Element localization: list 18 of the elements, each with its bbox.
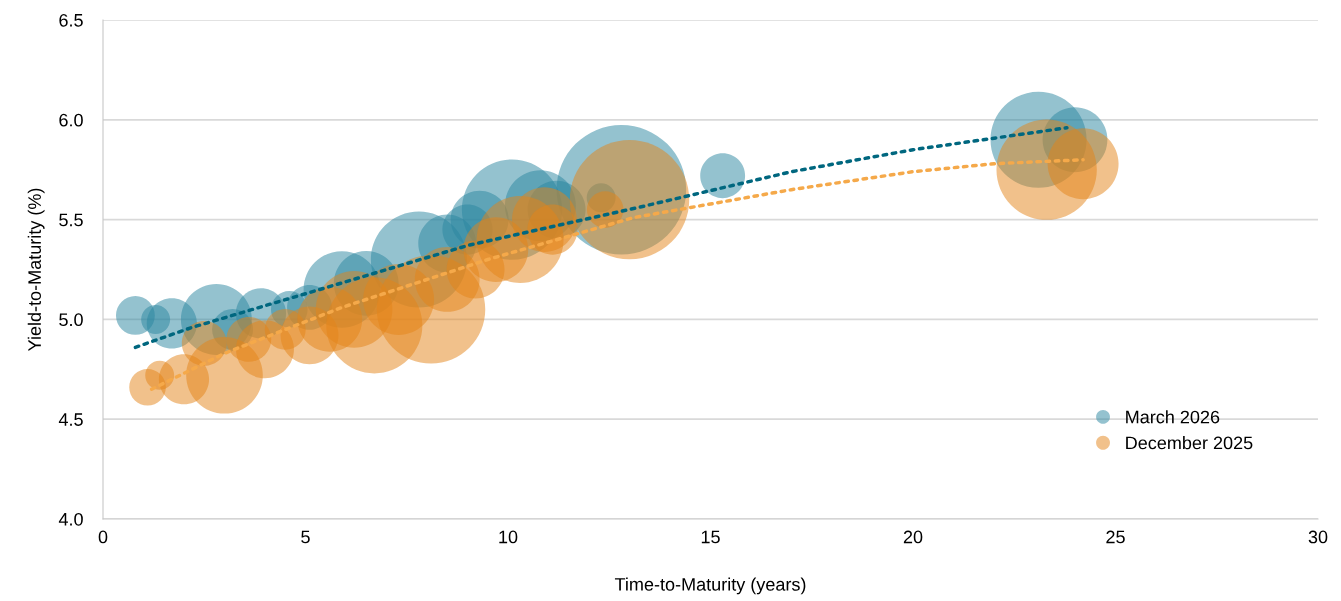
x-axis-title: Time-to-Maturity (years) bbox=[614, 577, 806, 595]
x-tick-label: 20 bbox=[903, 530, 923, 544]
y-tick-label: 4.0 bbox=[58, 512, 83, 526]
y-tick-label: 5.5 bbox=[59, 213, 83, 227]
x-tick-label: 0 bbox=[98, 530, 108, 544]
y-tick-label: 5.0 bbox=[59, 313, 83, 327]
x-tick-label: 5 bbox=[301, 530, 310, 544]
legend-label: December 2025 bbox=[1126, 436, 1253, 450]
legend-label: March 2026 bbox=[1126, 410, 1220, 424]
y-axis-title: Yield-to-Maturity (%) bbox=[27, 188, 45, 352]
x-tick-label: 25 bbox=[1106, 530, 1125, 544]
y-tick-label: 6.0 bbox=[59, 113, 83, 127]
x-tick-label: 30 bbox=[1308, 530, 1328, 544]
y-tick-label: 6.5 bbox=[59, 13, 83, 27]
line-series bbox=[133, 126, 1069, 350]
x-tick-label: 15 bbox=[701, 530, 720, 544]
y-tick-label: 4.5 bbox=[58, 413, 83, 426]
x-tick-label: 10 bbox=[499, 530, 518, 544]
